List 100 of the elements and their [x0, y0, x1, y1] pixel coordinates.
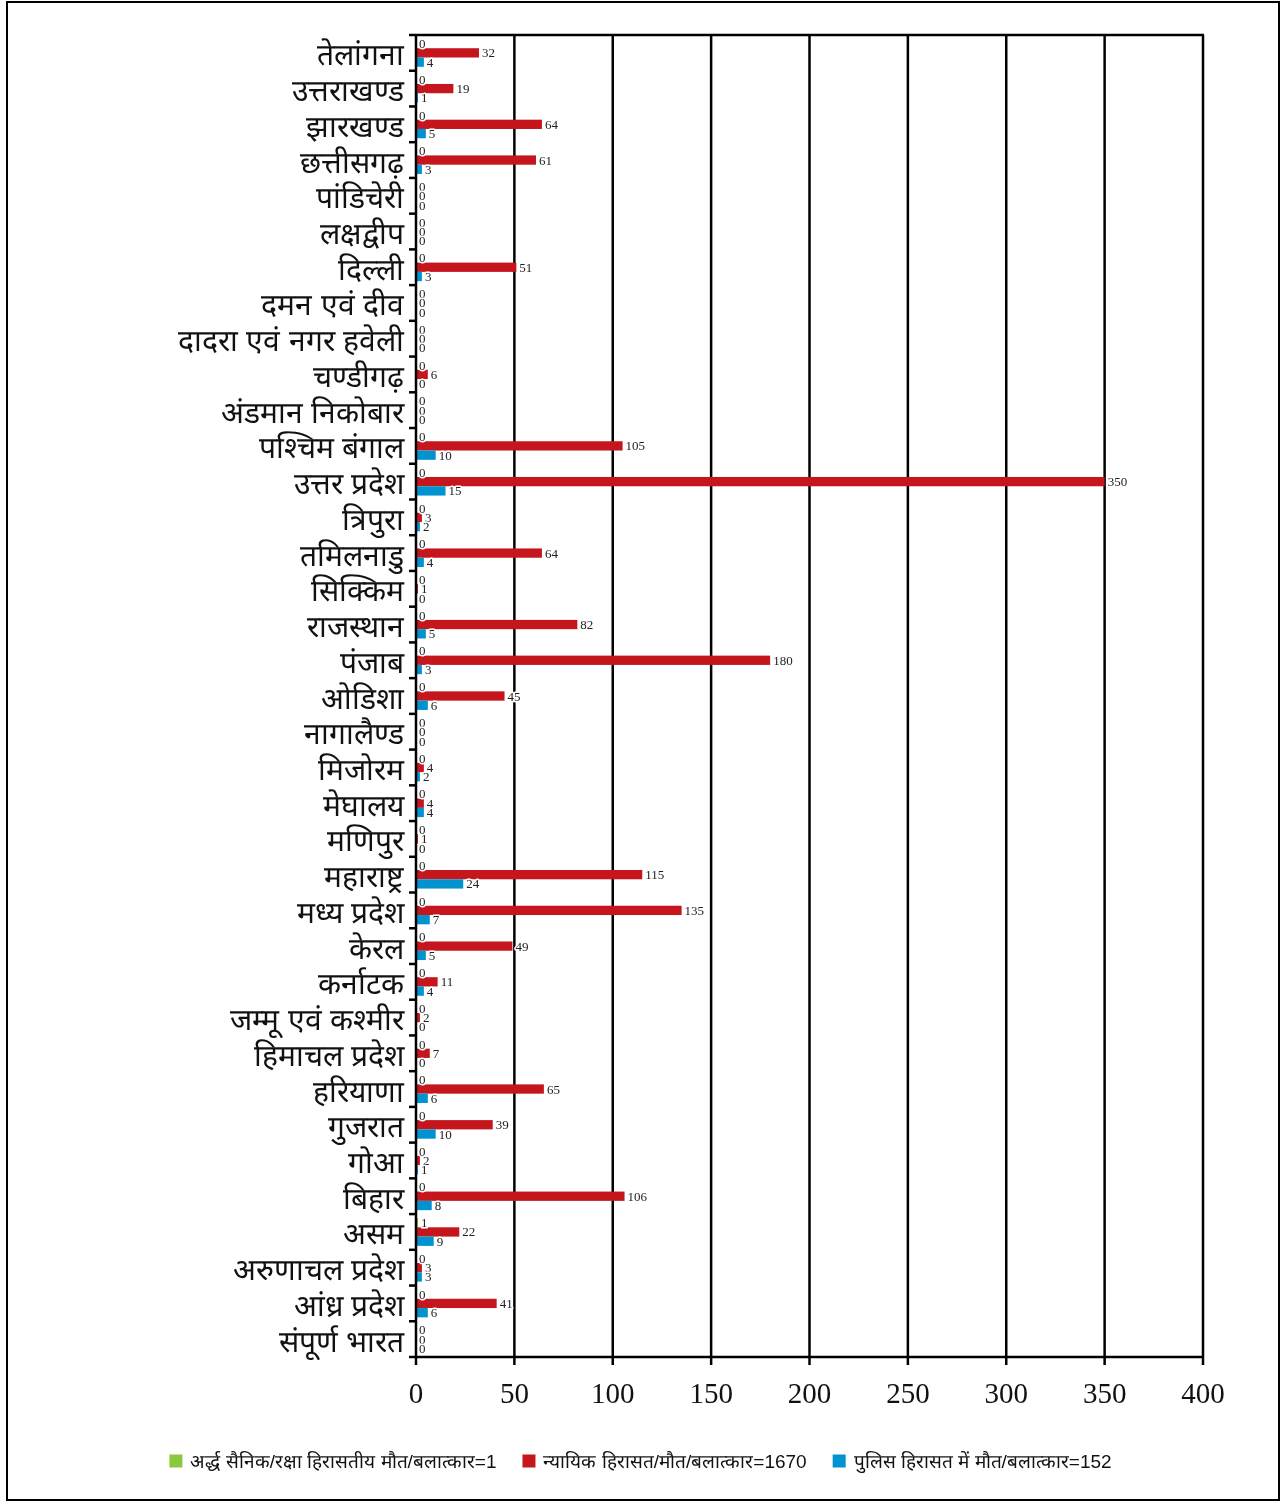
y-tick-label: उत्तर प्रदेश — [293, 467, 405, 501]
data-label: 24 — [466, 876, 480, 892]
data-label: 3 — [424, 662, 432, 678]
data-label: 5 — [428, 626, 436, 642]
x-tick-label: 150 — [689, 1377, 733, 1409]
data-label: 0 — [419, 1250, 426, 1266]
y-tick-label: राजस्थान — [307, 610, 405, 644]
y-tick-label: सिक्किम — [311, 574, 405, 608]
data-label: 19 — [456, 81, 470, 97]
y-tick-label: गुजरात — [328, 1110, 405, 1147]
data-label: 0 — [419, 643, 426, 659]
data-label: 0 — [419, 893, 426, 909]
data-label: 0 — [419, 786, 426, 802]
data-label: 0 — [419, 536, 426, 552]
data-label: 0 — [419, 357, 426, 373]
data-label: 3 — [424, 161, 432, 177]
data-label: 0 — [419, 107, 426, 123]
data-label: 41 — [499, 1295, 513, 1311]
data-label: 7 — [432, 1045, 440, 1061]
data-label: 61 — [539, 152, 553, 168]
y-tick-label: त्रिपुरा — [342, 502, 405, 539]
x-tick-label: 250 — [886, 1377, 930, 1409]
data-label: 0 — [419, 1286, 426, 1302]
data-label: 106 — [627, 1188, 648, 1204]
data-label: 6 — [430, 1090, 438, 1106]
y-tick-label: मध्य प्रदेश — [296, 895, 405, 929]
legend-item: पुलिस हिरासत में मौत/बलात्कार=152 — [832, 1450, 1112, 1472]
y-tick-label: बिहार — [343, 1181, 405, 1215]
data-label: 0 — [419, 143, 426, 159]
y-tick-label: दिल्ली — [338, 252, 405, 286]
data-label: 82 — [580, 617, 594, 633]
data-label: 4 — [426, 554, 434, 570]
data-label: 6 — [430, 1305, 438, 1321]
data-label: 0 — [419, 607, 426, 623]
data-label: 64 — [544, 116, 559, 132]
data-label: 64 — [544, 545, 559, 561]
y-tick-label: ओडिशा — [321, 681, 405, 715]
legend-item: न्यायिक हिरासत/मौत/बलात्कार=1670 — [522, 1450, 807, 1472]
y-tick-label: असम — [343, 1217, 405, 1251]
data-label: 22 — [462, 1224, 476, 1240]
y-tick-label: अरुणाचल प्रदेश — [232, 1253, 405, 1287]
data-label: 0 — [419, 590, 426, 606]
y-tick-label: तेलांगना — [317, 38, 405, 72]
data-label: 0 — [419, 1036, 426, 1052]
data-label: 0 — [419, 71, 426, 87]
x-tick-label: 0 — [408, 1377, 424, 1409]
data-label: 10 — [438, 1126, 452, 1142]
data-label: 6 — [430, 366, 438, 382]
data-label: 6 — [430, 697, 438, 713]
data-label: 5 — [428, 947, 436, 963]
y-tick-label: नागालैण्ड — [304, 717, 405, 751]
y-tick-label: झारखण्ड — [306, 109, 405, 143]
data-label: 0 — [419, 429, 426, 445]
y-tick-label: केरल — [349, 931, 405, 965]
data-label: 0 — [419, 840, 426, 856]
y-tick-label: चण्डीगढ़ — [313, 359, 405, 393]
y-tick-label: पश्चिम बंगाल — [258, 431, 405, 465]
y-tick-label: तमिलनाडु — [300, 538, 405, 575]
data-label: 39 — [495, 1117, 509, 1133]
legend-label: पुलिस हिरासत में मौत/बलात्कार=152 — [853, 1449, 1112, 1474]
data-label: 0 — [419, 1107, 426, 1123]
y-tick-label: उत्तराखण्ड — [292, 74, 405, 108]
data-label: 105 — [625, 438, 646, 454]
data-label: 0 — [419, 500, 426, 516]
data-label: 0 — [419, 36, 426, 52]
data-label: 0 — [419, 929, 426, 945]
x-tick-label: 350 — [1082, 1377, 1127, 1409]
data-label: 8 — [434, 1198, 442, 1214]
data-label: 4 — [426, 983, 434, 999]
data-label: 2 — [422, 519, 430, 535]
y-tick-label: आंध्र प्रदेश — [293, 1288, 405, 1322]
data-label: 7 — [432, 912, 440, 928]
data-label: 5 — [428, 126, 436, 142]
y-tick-label: दादरा एवं नगर हवेली — [177, 324, 405, 358]
y-tick-label: जम्मू एवं कश्मीर — [230, 1003, 405, 1040]
data-label: 0 — [419, 750, 426, 766]
data-label: 0 — [419, 857, 426, 873]
data-label: 10 — [438, 447, 452, 463]
y-tick-label: मिजोरम — [318, 752, 405, 786]
data-label: 1 — [420, 90, 428, 106]
data-label: 0 — [419, 965, 426, 981]
y-tick-label: मणिपुर — [327, 824, 405, 861]
data-label: 15 — [448, 483, 462, 499]
x-tick-label: 50 — [499, 1377, 529, 1409]
y-tick-label: मेघालय — [323, 788, 405, 822]
data-label: 11 — [440, 974, 454, 990]
data-label: 9 — [436, 1233, 444, 1249]
y-tick-label: दमन एवं दीव — [261, 288, 405, 322]
y-tick-label: छत्तीसगढ़ — [300, 145, 405, 179]
data-label: 3 — [424, 269, 432, 285]
y-tick-label: पांडिचेरी — [316, 181, 405, 215]
data-label: 1 — [420, 1215, 428, 1231]
data-label: 180 — [773, 652, 793, 668]
y-tick-label: कर्नाटक — [318, 967, 405, 1001]
y-tick-label: गोआ — [348, 1145, 405, 1179]
data-label: 2 — [422, 769, 430, 785]
data-label: 32 — [481, 45, 495, 61]
data-label: 0 — [419, 1072, 426, 1088]
y-tick-label: संपूर्ण भारत — [278, 1324, 405, 1361]
data-label: 0 — [419, 464, 426, 480]
